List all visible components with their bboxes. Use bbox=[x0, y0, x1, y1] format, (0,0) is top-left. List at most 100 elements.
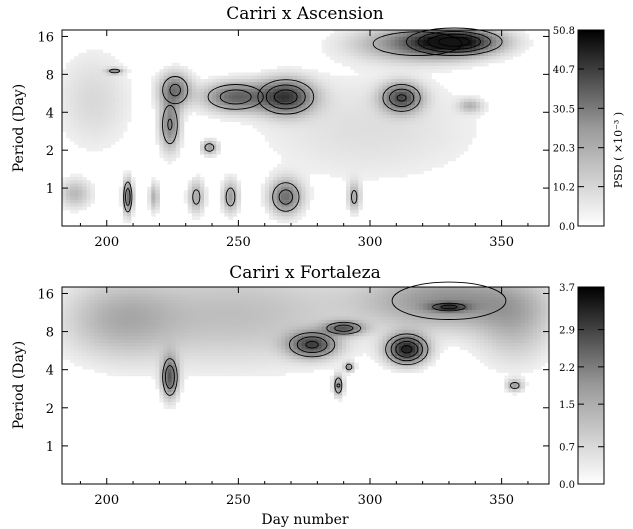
heatmap-cell bbox=[70, 306, 75, 311]
heatmap-cell bbox=[143, 329, 148, 334]
heatmap-cell bbox=[382, 108, 388, 113]
heatmap-cell bbox=[252, 306, 258, 311]
heatmap-cell bbox=[358, 46, 363, 51]
heatmap-cell bbox=[228, 114, 233, 119]
heatmap-cell bbox=[382, 173, 388, 178]
heatmap-cell bbox=[455, 39, 461, 44]
heatmap-cell bbox=[135, 309, 140, 314]
heatmap-cell bbox=[98, 346, 104, 350]
heatmap-cell bbox=[260, 98, 266, 103]
heatmap-cell bbox=[260, 72, 266, 77]
heatmap-cell bbox=[155, 375, 160, 380]
heatmap-cell bbox=[350, 141, 355, 145]
heatmap-cell bbox=[82, 313, 87, 318]
heatmap-cell bbox=[78, 79, 83, 83]
heatmap-cell bbox=[66, 75, 71, 80]
heatmap-cell bbox=[297, 190, 302, 194]
heatmap-cell bbox=[313, 72, 319, 77]
heatmap-cell bbox=[90, 79, 95, 83]
heatmap-cell bbox=[346, 170, 351, 175]
heatmap-cell bbox=[74, 352, 79, 357]
heatmap-cell bbox=[402, 128, 408, 132]
heatmap-cell bbox=[163, 401, 169, 406]
heatmap-cell bbox=[350, 128, 355, 132]
heatmap-cell bbox=[427, 128, 432, 132]
heatmap-cell bbox=[459, 111, 465, 116]
heatmap-cell bbox=[175, 69, 181, 73]
heatmap-cell bbox=[427, 160, 432, 165]
heatmap-cell bbox=[402, 98, 408, 103]
heatmap-cell bbox=[90, 75, 95, 80]
heatmap-cell bbox=[228, 339, 233, 344]
heatmap-cell bbox=[366, 92, 371, 96]
heatmap-cell bbox=[268, 124, 274, 129]
heatmap-cell bbox=[122, 216, 128, 220]
heatmap-cell bbox=[362, 69, 367, 73]
heatmap-cell bbox=[342, 163, 347, 168]
heatmap-cell bbox=[106, 365, 112, 370]
heatmap-cell bbox=[86, 85, 91, 90]
heatmap-cell bbox=[122, 85, 128, 90]
heatmap-cell bbox=[415, 85, 420, 90]
heatmap-cell bbox=[139, 319, 144, 324]
heatmap-cell bbox=[66, 134, 71, 139]
heatmap-cell bbox=[317, 75, 323, 80]
heatmap-cell bbox=[411, 160, 416, 165]
heatmap-cell bbox=[122, 95, 128, 100]
heatmap-cell bbox=[159, 378, 164, 383]
heatmap-cell bbox=[126, 190, 132, 194]
heatmap-cell bbox=[268, 183, 274, 188]
heatmap-cell bbox=[151, 319, 156, 324]
heatmap-cell bbox=[451, 33, 457, 38]
heatmap-cell bbox=[427, 150, 432, 155]
heatmap-cell bbox=[114, 306, 120, 311]
heatmap-cell bbox=[301, 206, 306, 211]
heatmap-cell bbox=[82, 144, 87, 149]
heatmap-cell bbox=[309, 108, 315, 113]
heatmap-cell bbox=[204, 332, 209, 337]
heatmap-cell bbox=[455, 114, 461, 119]
heatmap-cell bbox=[297, 128, 302, 132]
heatmap-cell bbox=[118, 105, 124, 109]
heatmap-cell bbox=[354, 137, 359, 142]
heatmap-cell bbox=[500, 59, 505, 64]
heatmap-cell bbox=[406, 111, 412, 116]
heatmap-cell bbox=[354, 206, 359, 211]
heatmap-cell bbox=[366, 124, 371, 129]
heatmap-cell bbox=[135, 355, 140, 360]
heatmap-cell bbox=[309, 82, 315, 87]
heatmap-cell bbox=[471, 101, 477, 106]
heatmap-cell bbox=[143, 319, 148, 324]
heatmap-cell bbox=[195, 79, 201, 83]
heatmap-cell bbox=[78, 332, 83, 337]
heatmap-cell bbox=[431, 160, 436, 165]
heatmap-cell bbox=[163, 114, 169, 119]
heatmap-cell bbox=[118, 203, 124, 207]
heatmap-cell bbox=[139, 369, 144, 373]
heatmap-cell bbox=[394, 121, 400, 126]
heatmap-cell bbox=[346, 144, 351, 149]
heatmap-cell bbox=[195, 309, 201, 314]
heatmap-cell bbox=[204, 203, 209, 207]
heatmap-cell bbox=[447, 56, 453, 60]
heatmap-cell bbox=[236, 183, 242, 188]
heatmap-cell bbox=[74, 209, 79, 214]
heatmap-cell bbox=[82, 105, 87, 109]
heatmap-cell bbox=[151, 209, 156, 214]
heatmap-cell bbox=[228, 108, 233, 113]
heatmap-cell bbox=[252, 319, 258, 324]
heatmap-cell bbox=[301, 137, 306, 142]
heatmap-cell bbox=[431, 154, 436, 158]
heatmap-cell bbox=[216, 290, 221, 295]
heatmap-cell bbox=[228, 95, 233, 100]
heatmap-cell bbox=[354, 183, 359, 188]
heatmap-cell bbox=[264, 111, 270, 116]
heatmap-cell bbox=[126, 177, 132, 181]
heatmap-cell bbox=[500, 52, 505, 57]
heatmap-cell bbox=[277, 186, 282, 191]
heatmap-cell bbox=[199, 88, 205, 93]
heatmap-cell bbox=[390, 111, 396, 116]
heatmap-cell bbox=[66, 128, 71, 132]
heatmap-cell bbox=[496, 36, 501, 41]
heatmap-cell bbox=[394, 85, 400, 90]
